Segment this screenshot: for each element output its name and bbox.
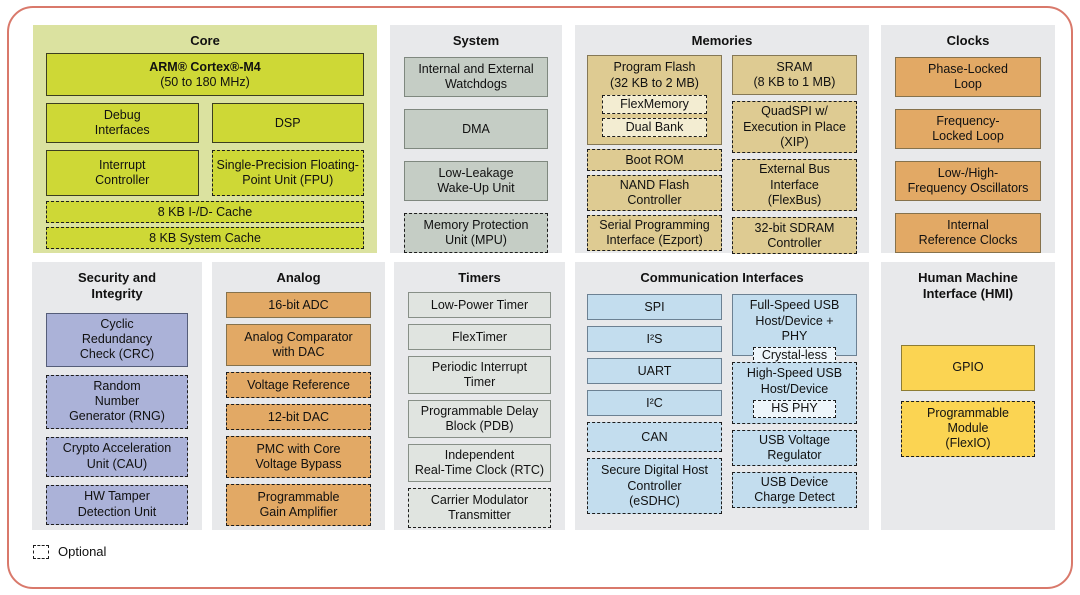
block-usb-voltage-regulator: USB Voltage Regulator [732,430,857,467]
block-arm-cortex-m4: ARM® Cortex®-M4 (50 to 180 MHz) [46,53,364,97]
block-rtc: Independent Real-Time Clock (RTC) [408,444,551,483]
block-hw-tamper: HW Tamper Detection Unit [46,484,188,525]
block-flexmemory: FlexMemory [602,94,707,114]
block-cau: Crypto Acceleration Unit (CAU) [46,436,188,477]
block-quadspi-xip: QuadSPI w/ Execution in Place (XIP) [732,101,857,154]
block-pmc: PMC with Core Voltage Bypass [226,436,371,479]
block-8kb-id-cache: 8 KB I-/D- Cache [46,201,364,224]
block-flexbus: External Bus Interface (FlexBus) [732,159,857,212]
block-dual-bank: Dual Bank [602,117,707,137]
full-speed-usb-label: Full-Speed USB Host/Device + PHY [749,298,840,343]
block-mpu: Memory Protection Unit (MPU) [404,213,548,254]
block-esdhc: Secure Digital Host Controller (eSDHC) [587,458,722,515]
block-crc: Cyclic Redundancy Check (CRC) [46,312,188,367]
block-nand-flash-controller: NAND Flash Controller [587,175,722,212]
block-voltage-reference: Voltage Reference [226,372,371,399]
section-title-memories: Memories [691,33,753,48]
arm-cortex-subtitle: (50 to 180 MHz) [160,74,250,89]
section-title-clocks: Clocks [946,33,990,48]
block-cmt: Carrier Modulator Transmitter [408,488,551,529]
block-rng: Random Number Generator (RNG) [46,374,188,429]
diagram-frame [7,6,1073,589]
section-title-system: System [452,33,500,48]
section-security: Security and Integrity Cyclic Redundancy… [32,262,202,530]
program-flash-label: Program Flash (32 KB to 2 MB) [610,60,699,90]
block-fll: Frequency- Locked Loop [895,109,1041,150]
block-analog-comparator: Analog Comparator with DAC [226,324,371,367]
section-comm: Communication Interfaces SPI I²S UART I²… [575,262,869,530]
block-sram: SRAM (8 KB to 1 MB) [732,55,857,96]
block-high-speed-usb: High-Speed USB Host/Device HS PHY [732,362,857,425]
block-8kb-system-cache: 8 KB System Cache [46,227,364,250]
block-oscillators: Low-/High- Frequency Oscillators [895,161,1041,202]
legend: Optional [33,544,106,559]
high-speed-usb-label: High-Speed USB Host/Device [746,366,843,396]
block-pit: Periodic Interrupt Timer [408,356,551,395]
section-title-security: Security and Integrity [77,270,157,302]
section-title-core: Core [190,33,220,48]
section-clocks: Clocks Phase-Locked Loop Frequency- Lock… [881,25,1055,254]
section-title-comm: Communication Interfaces [640,270,804,285]
block-llwu: Low-Leakage Wake-Up Unit [404,161,548,202]
section-system: System Internal and External Watchdogs D… [390,25,562,254]
block-can: CAN [587,422,722,453]
section-timers: Timers Low-Power Timer FlexTimer Periodi… [394,262,565,530]
section-memories: Memories Program Flash (32 KB to 2 MB) F… [575,25,869,255]
legend-label: Optional [58,544,107,559]
section-core: Core ARM® Cortex®-M4 (50 to 180 MHz) Deb… [33,25,377,253]
block-usb-device-charge-detect: USB Device Charge Detect [732,472,857,509]
block-program-flash: Program Flash (32 KB to 2 MB) FlexMemory… [587,55,722,146]
block-i2c: I²C [587,390,722,417]
block-fpu: Single-Precision Floating- Point Unit (F… [211,150,364,197]
block-spi: SPI [587,294,722,321]
block-ezport: Serial Programming Interface (Ezport) [587,215,722,252]
block-flextimer: FlexTimer [408,324,551,351]
block-hs-phy: HS PHY [753,399,836,418]
block-debug-interfaces: Debug Interfaces [46,103,199,144]
block-internal-reference-clocks: Internal Reference Clocks [895,213,1041,254]
arm-cortex-title: ARM® Cortex®-M4 [149,59,261,74]
block-crystal-less: Crystal-less [753,347,836,365]
section-title-analog: Analog [276,270,321,285]
block-dsp: DSP [211,103,364,144]
block-boot-rom: Boot ROM [587,149,722,172]
block-pll: Phase-Locked Loop [895,57,1041,98]
block-interrupt-controller: Interrupt Controller [46,150,199,197]
section-title-hmi: Human Machine Interface (HMI) [918,270,1018,302]
block-sdram-controller: 32-bit SDRAM Controller [732,217,857,255]
block-low-power-timer: Low-Power Timer [408,292,551,319]
section-title-timers: Timers [458,270,501,285]
block-16bit-adc: 16-bit ADC [226,292,371,319]
block-dma: DMA [404,109,548,150]
block-gpio: GPIO [901,344,1035,391]
optional-box-icon [33,544,49,559]
block-flexio: Programmable Module (FlexIO) [901,400,1035,457]
section-analog: Analog 16-bit ADC Analog Comparator with… [212,262,385,530]
block-watchdogs: Internal and External Watchdogs [404,57,548,98]
block-uart: UART [587,358,722,385]
block-i2s: I²S [587,326,722,353]
block-pga: Programmable Gain Amplifier [226,484,371,527]
block-pdb: Programmable Delay Block (PDB) [408,400,551,439]
block-full-speed-usb: Full-Speed USB Host/Device + PHY Crystal… [732,294,857,365]
section-hmi: Human Machine Interface (HMI) GPIO Progr… [881,262,1055,530]
block-12bit-dac: 12-bit DAC [226,404,371,431]
